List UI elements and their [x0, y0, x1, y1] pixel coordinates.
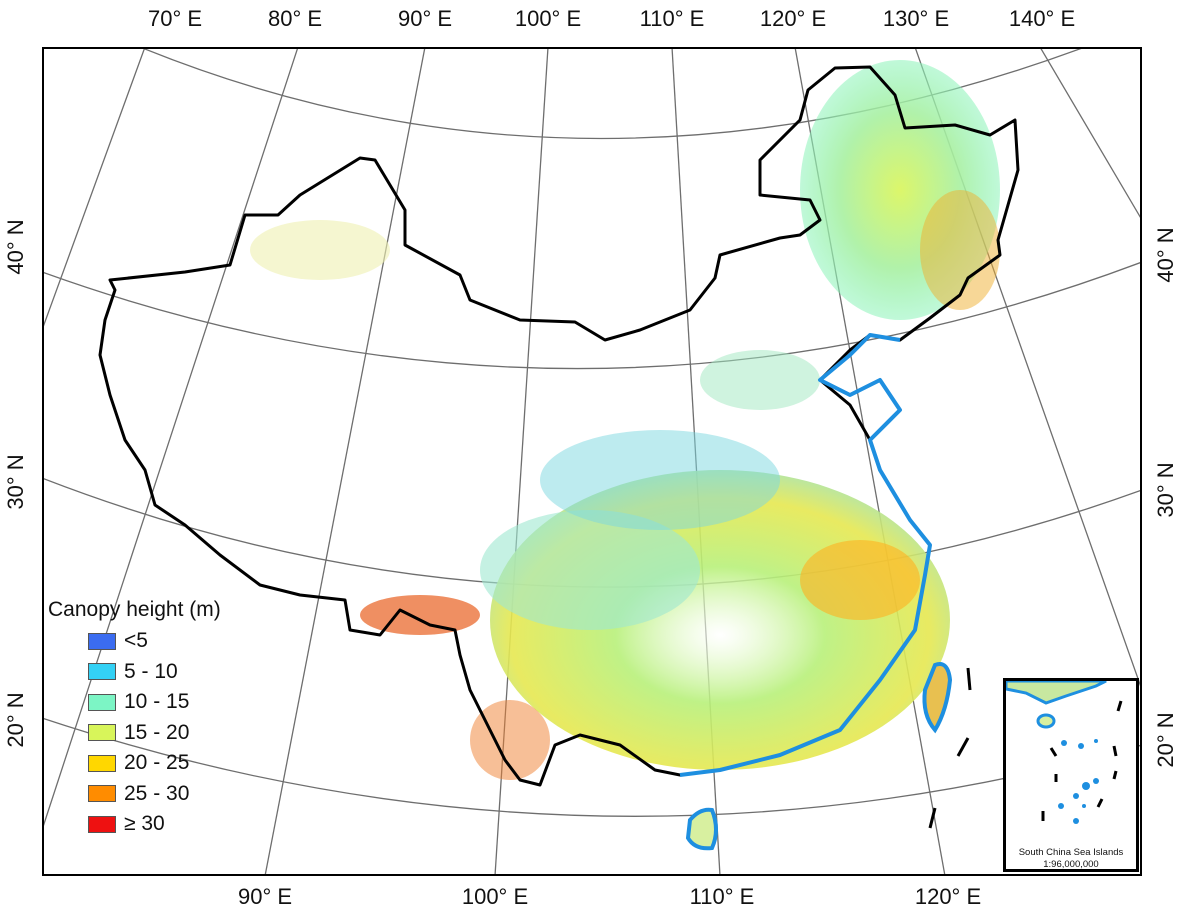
lon-label-bottom-90e: 90° E — [237, 884, 293, 909]
legend-item: 5 - 10 — [88, 657, 221, 688]
lat-label-left-20n: 20° N — [3, 692, 28, 748]
legend-swatch — [88, 632, 116, 650]
inset-map — [1006, 681, 1123, 824]
legend-swatch — [88, 785, 116, 803]
lon-label-bottom-110e: 110° E — [689, 884, 755, 909]
map-frame — [42, 47, 1142, 876]
inset-title: South China Sea Islands — [1018, 847, 1124, 858]
lon-label-120e: 120° E — [759, 6, 827, 31]
legend-swatch — [88, 724, 116, 742]
coastline — [679, 333, 932, 777]
legend-item: 20 - 25 — [88, 748, 221, 779]
inset-scale: 1:96,000,000 — [1043, 859, 1099, 870]
lon-label-140e: 140° E — [1008, 6, 1076, 31]
legend-label: ≥ 30 — [124, 812, 165, 836]
legend-item: 15 - 20 — [88, 718, 221, 749]
parallel-20n — [44, 717, 1140, 817]
meridian-70e — [44, 49, 145, 327]
lon-label-bottom-120e: 120° E — [914, 884, 982, 909]
lon-label-bottom-100e: 100° E — [461, 884, 529, 909]
lon-label-70e: 70° E — [147, 6, 203, 31]
legend-swatch — [88, 693, 116, 711]
legend: Canopy height (m) <5 5 - 10 10 - 15 15 - 20… — [48, 598, 221, 840]
meridian-80e — [44, 49, 299, 826]
legend-swatch — [88, 663, 116, 681]
legend-swatch — [88, 815, 116, 833]
south-china-sea-inset: South China Sea Islands 1:96,000,000 — [1003, 678, 1139, 872]
legend-item: ≥ 30 — [88, 809, 221, 840]
legend-label: 15 - 20 — [124, 720, 190, 744]
lat-label-right-40n: 40° N — [1153, 227, 1178, 283]
canopy-height-raster — [250, 60, 1000, 780]
legend-item: <5 — [88, 626, 221, 657]
hainan-island — [685, 807, 718, 851]
map-canvas — [44, 49, 1140, 874]
legend-label: <5 — [124, 629, 148, 653]
lon-label-110e: 110° E — [639, 6, 705, 31]
lat-label-right-30n: 30° N — [1153, 462, 1178, 518]
lon-label-90e: 90° E — [397, 6, 453, 31]
legend-item: 10 - 15 — [88, 687, 221, 718]
legend-item: 25 - 30 — [88, 779, 221, 810]
lat-label-left-40n: 40° N — [3, 219, 28, 275]
meridian-140e — [1040, 49, 1140, 218]
dashed-boundary — [928, 667, 972, 829]
legend-swatch — [88, 754, 116, 772]
legend-title: Canopy height (m) — [48, 598, 221, 621]
meridian-90e — [264, 49, 426, 874]
lon-label-130e: 130° E — [882, 6, 950, 31]
lon-label-100e: 100° E — [514, 6, 582, 31]
lat-label-right-20n: 20° N — [1153, 712, 1178, 768]
lat-label-left-30n: 30° N — [3, 454, 28, 510]
legend-label: 5 - 10 — [124, 659, 178, 683]
lon-label-80e: 80° E — [267, 6, 323, 31]
parallel-40n — [44, 262, 1140, 370]
legend-label: 20 - 25 — [124, 751, 190, 775]
legend-label: 10 - 15 — [124, 690, 190, 714]
taiwan-island — [922, 662, 953, 734]
legend-label: 25 - 30 — [124, 781, 190, 805]
